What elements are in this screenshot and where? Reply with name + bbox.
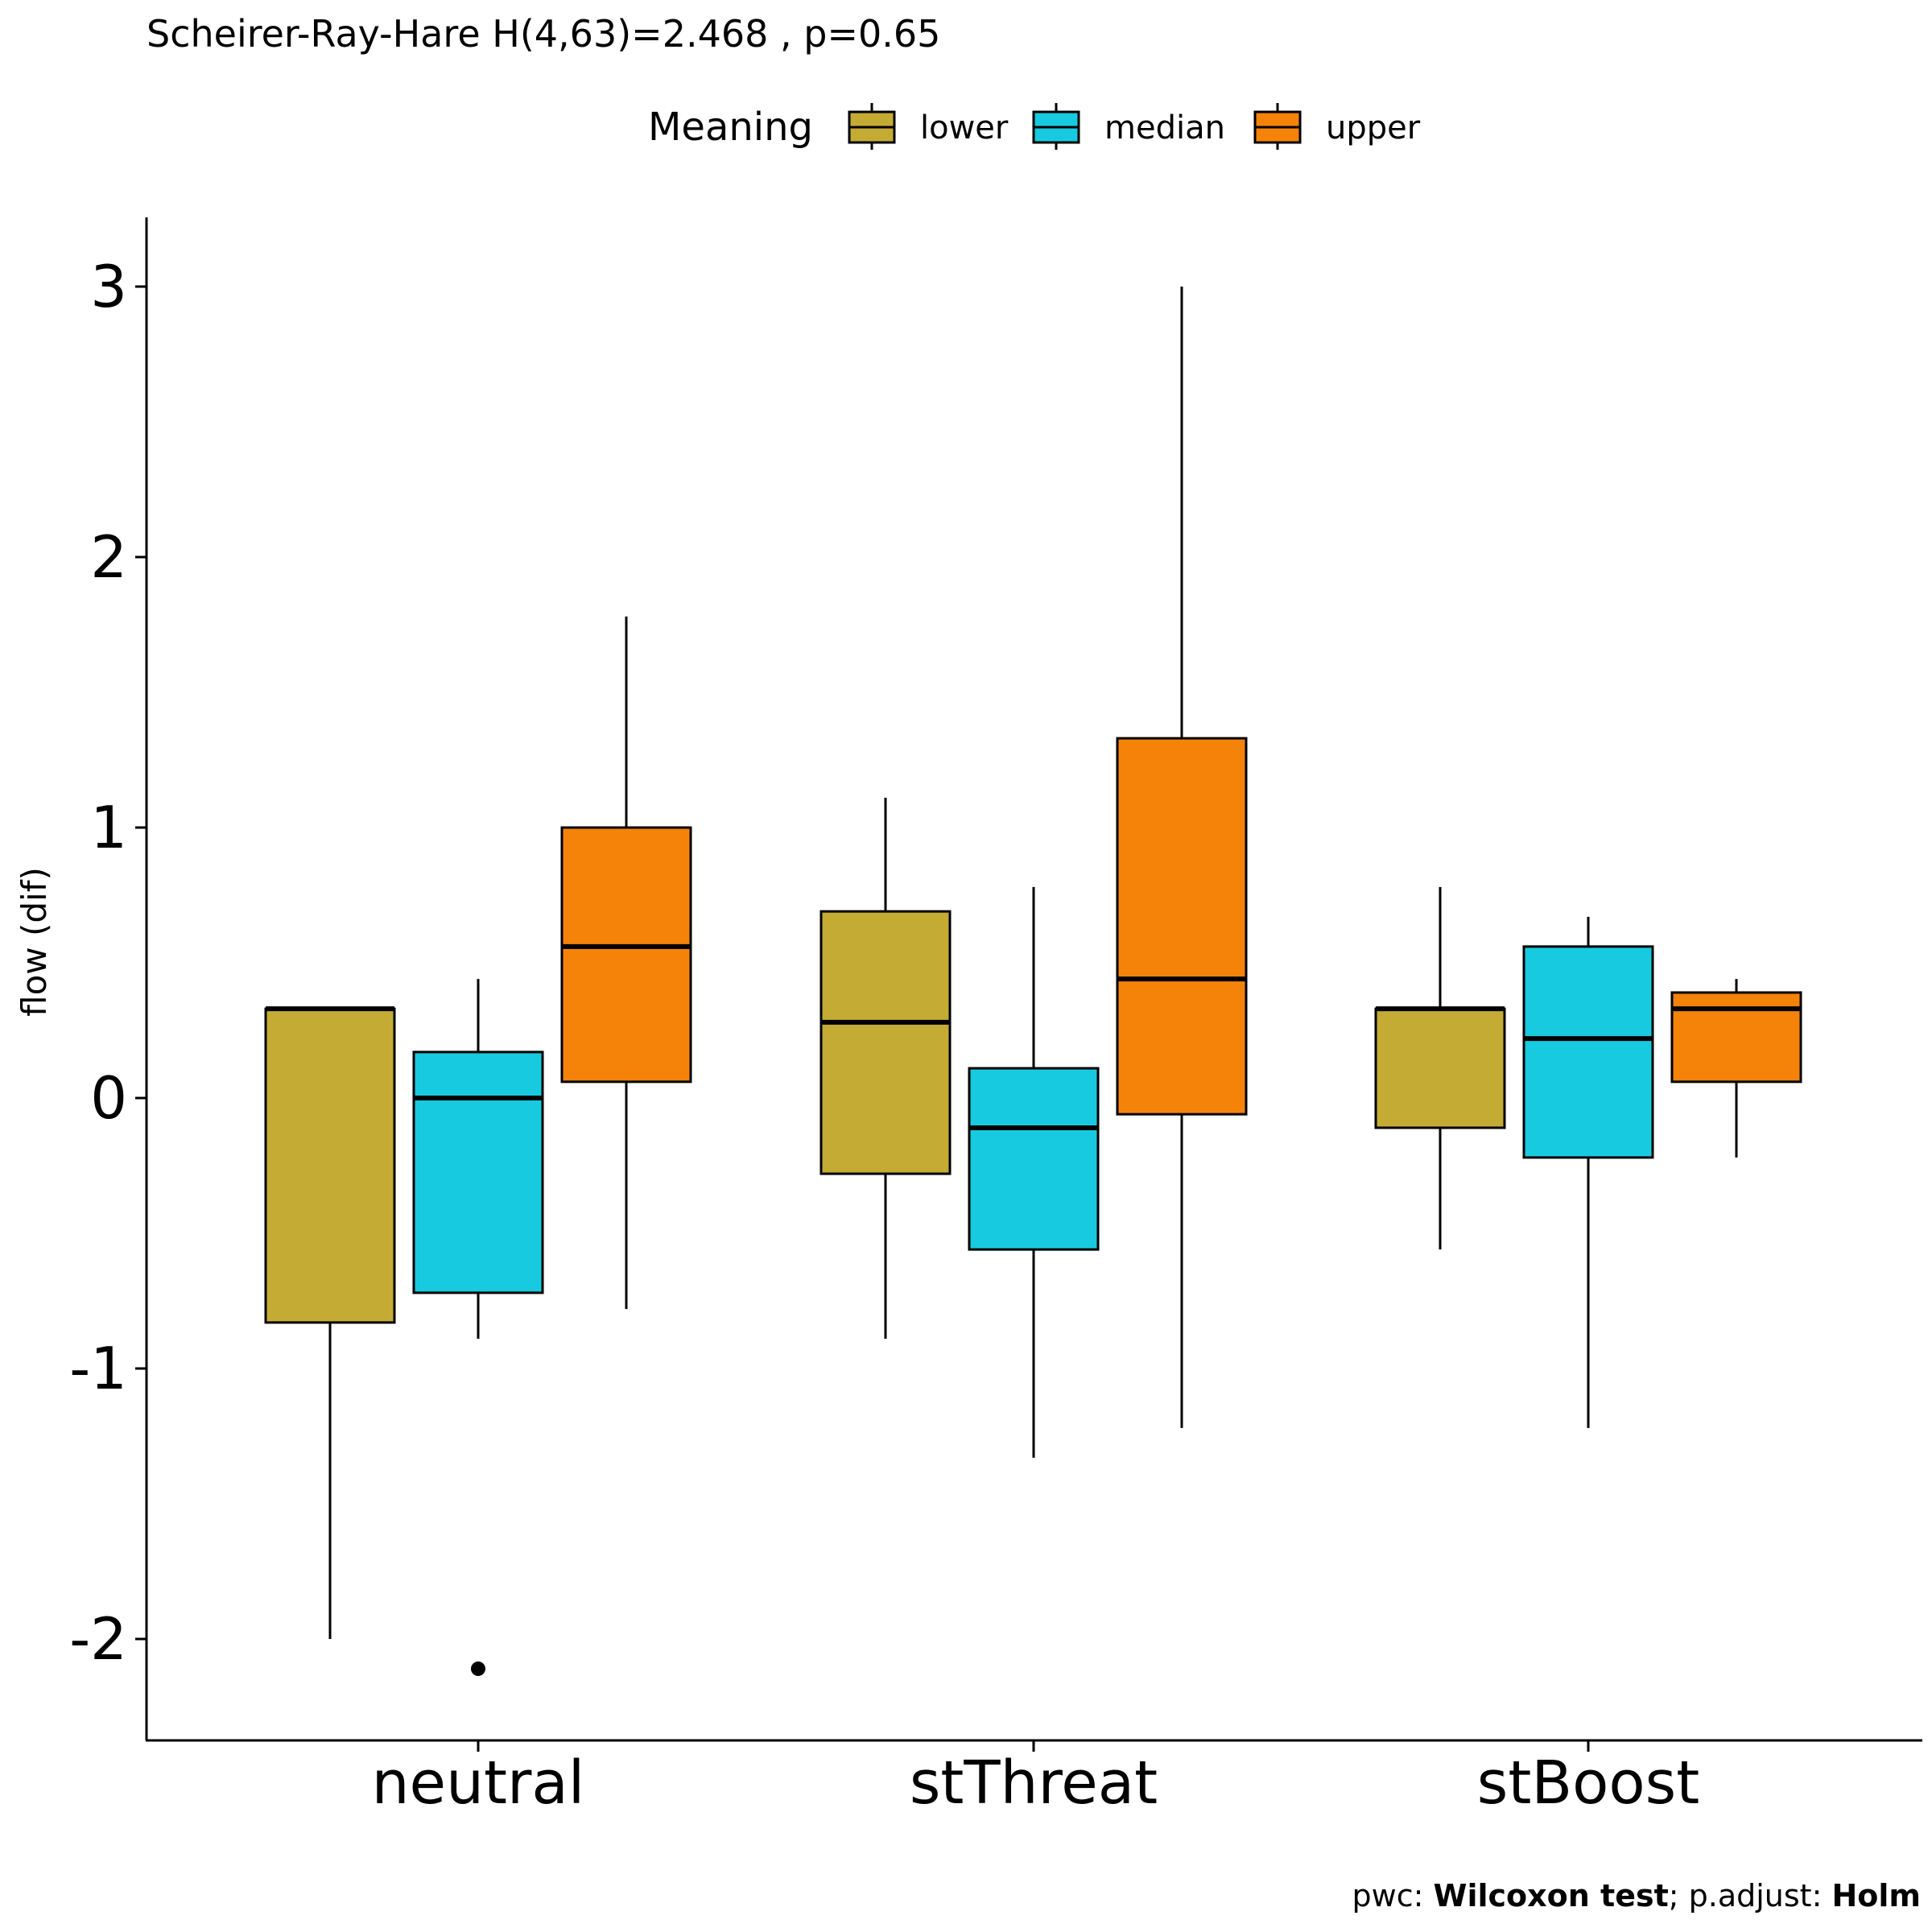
box-body	[412, 1051, 544, 1294]
legend-item-upper: upper	[1253, 103, 1421, 150]
legend-title: Meaning	[648, 105, 813, 150]
box-body	[264, 1007, 396, 1324]
y-tick-label: 3	[90, 253, 127, 320]
legend-item-median: median	[1032, 103, 1225, 150]
box-upper-stThreat	[1116, 287, 1248, 1428]
box-body	[1670, 991, 1802, 1084]
y-tick-label: 2	[90, 523, 127, 591]
legend-item-lower: lower	[848, 103, 1009, 150]
caption: pwc: Wilcoxon test; p.adjust: Holm	[1352, 1878, 1921, 1913]
x-tick-label-stThreat: stThreat	[910, 1748, 1158, 1818]
y-tick-label: 0	[90, 1064, 127, 1132]
box-lower-neutral	[264, 1006, 396, 1639]
box-body	[1374, 1007, 1506, 1129]
y-axis-label: flow (dif)	[14, 867, 54, 1017]
y-tick-label: 1	[90, 794, 127, 861]
box-body	[968, 1067, 1100, 1251]
y-axis-ticks: -2 -1 0 1 2 3	[69, 253, 147, 1673]
legend: Meaning lower median upper	[648, 103, 1421, 150]
box-lower-stThreat	[819, 798, 952, 1340]
y-tick-label: -1	[69, 1335, 127, 1402]
caption-middle: ; p.adjust:	[1669, 1878, 1832, 1913]
x-axis-ticks: neutral stThreat stBoost	[372, 1740, 1699, 1818]
legend-items: lower median upper	[848, 103, 1421, 150]
caption-method: Holm	[1831, 1878, 1921, 1913]
x-tick-label-stBoost: stBoost	[1477, 1748, 1699, 1818]
chart-title: Scheirer-Ray-Hare H(4,63)=2.468 , p=0.65	[147, 12, 940, 56]
y-tick-label: -2	[69, 1605, 127, 1673]
outlier-point	[471, 1661, 485, 1676]
legend-label-lower: lower	[920, 109, 1009, 147]
box-median-stThreat	[968, 886, 1100, 1458]
box-upper-neutral	[560, 616, 692, 1310]
caption-prefix: pwc:	[1352, 1878, 1434, 1913]
box-median-neutral	[412, 979, 544, 1676]
x-tick-label-neutral: neutral	[372, 1748, 585, 1818]
box-upper-stBoost	[1670, 979, 1802, 1158]
box-body	[1522, 945, 1654, 1159]
legend-label-upper: upper	[1326, 109, 1421, 147]
box-lower-stBoost	[1374, 886, 1506, 1250]
legend-label-median: median	[1104, 109, 1225, 147]
box-body	[560, 826, 692, 1084]
caption-test: Wilcoxon test	[1434, 1878, 1669, 1913]
plot-area	[264, 287, 1802, 1676]
box-body	[1116, 737, 1248, 1116]
box-median-stBoost	[1522, 916, 1654, 1428]
box-body	[819, 910, 952, 1175]
